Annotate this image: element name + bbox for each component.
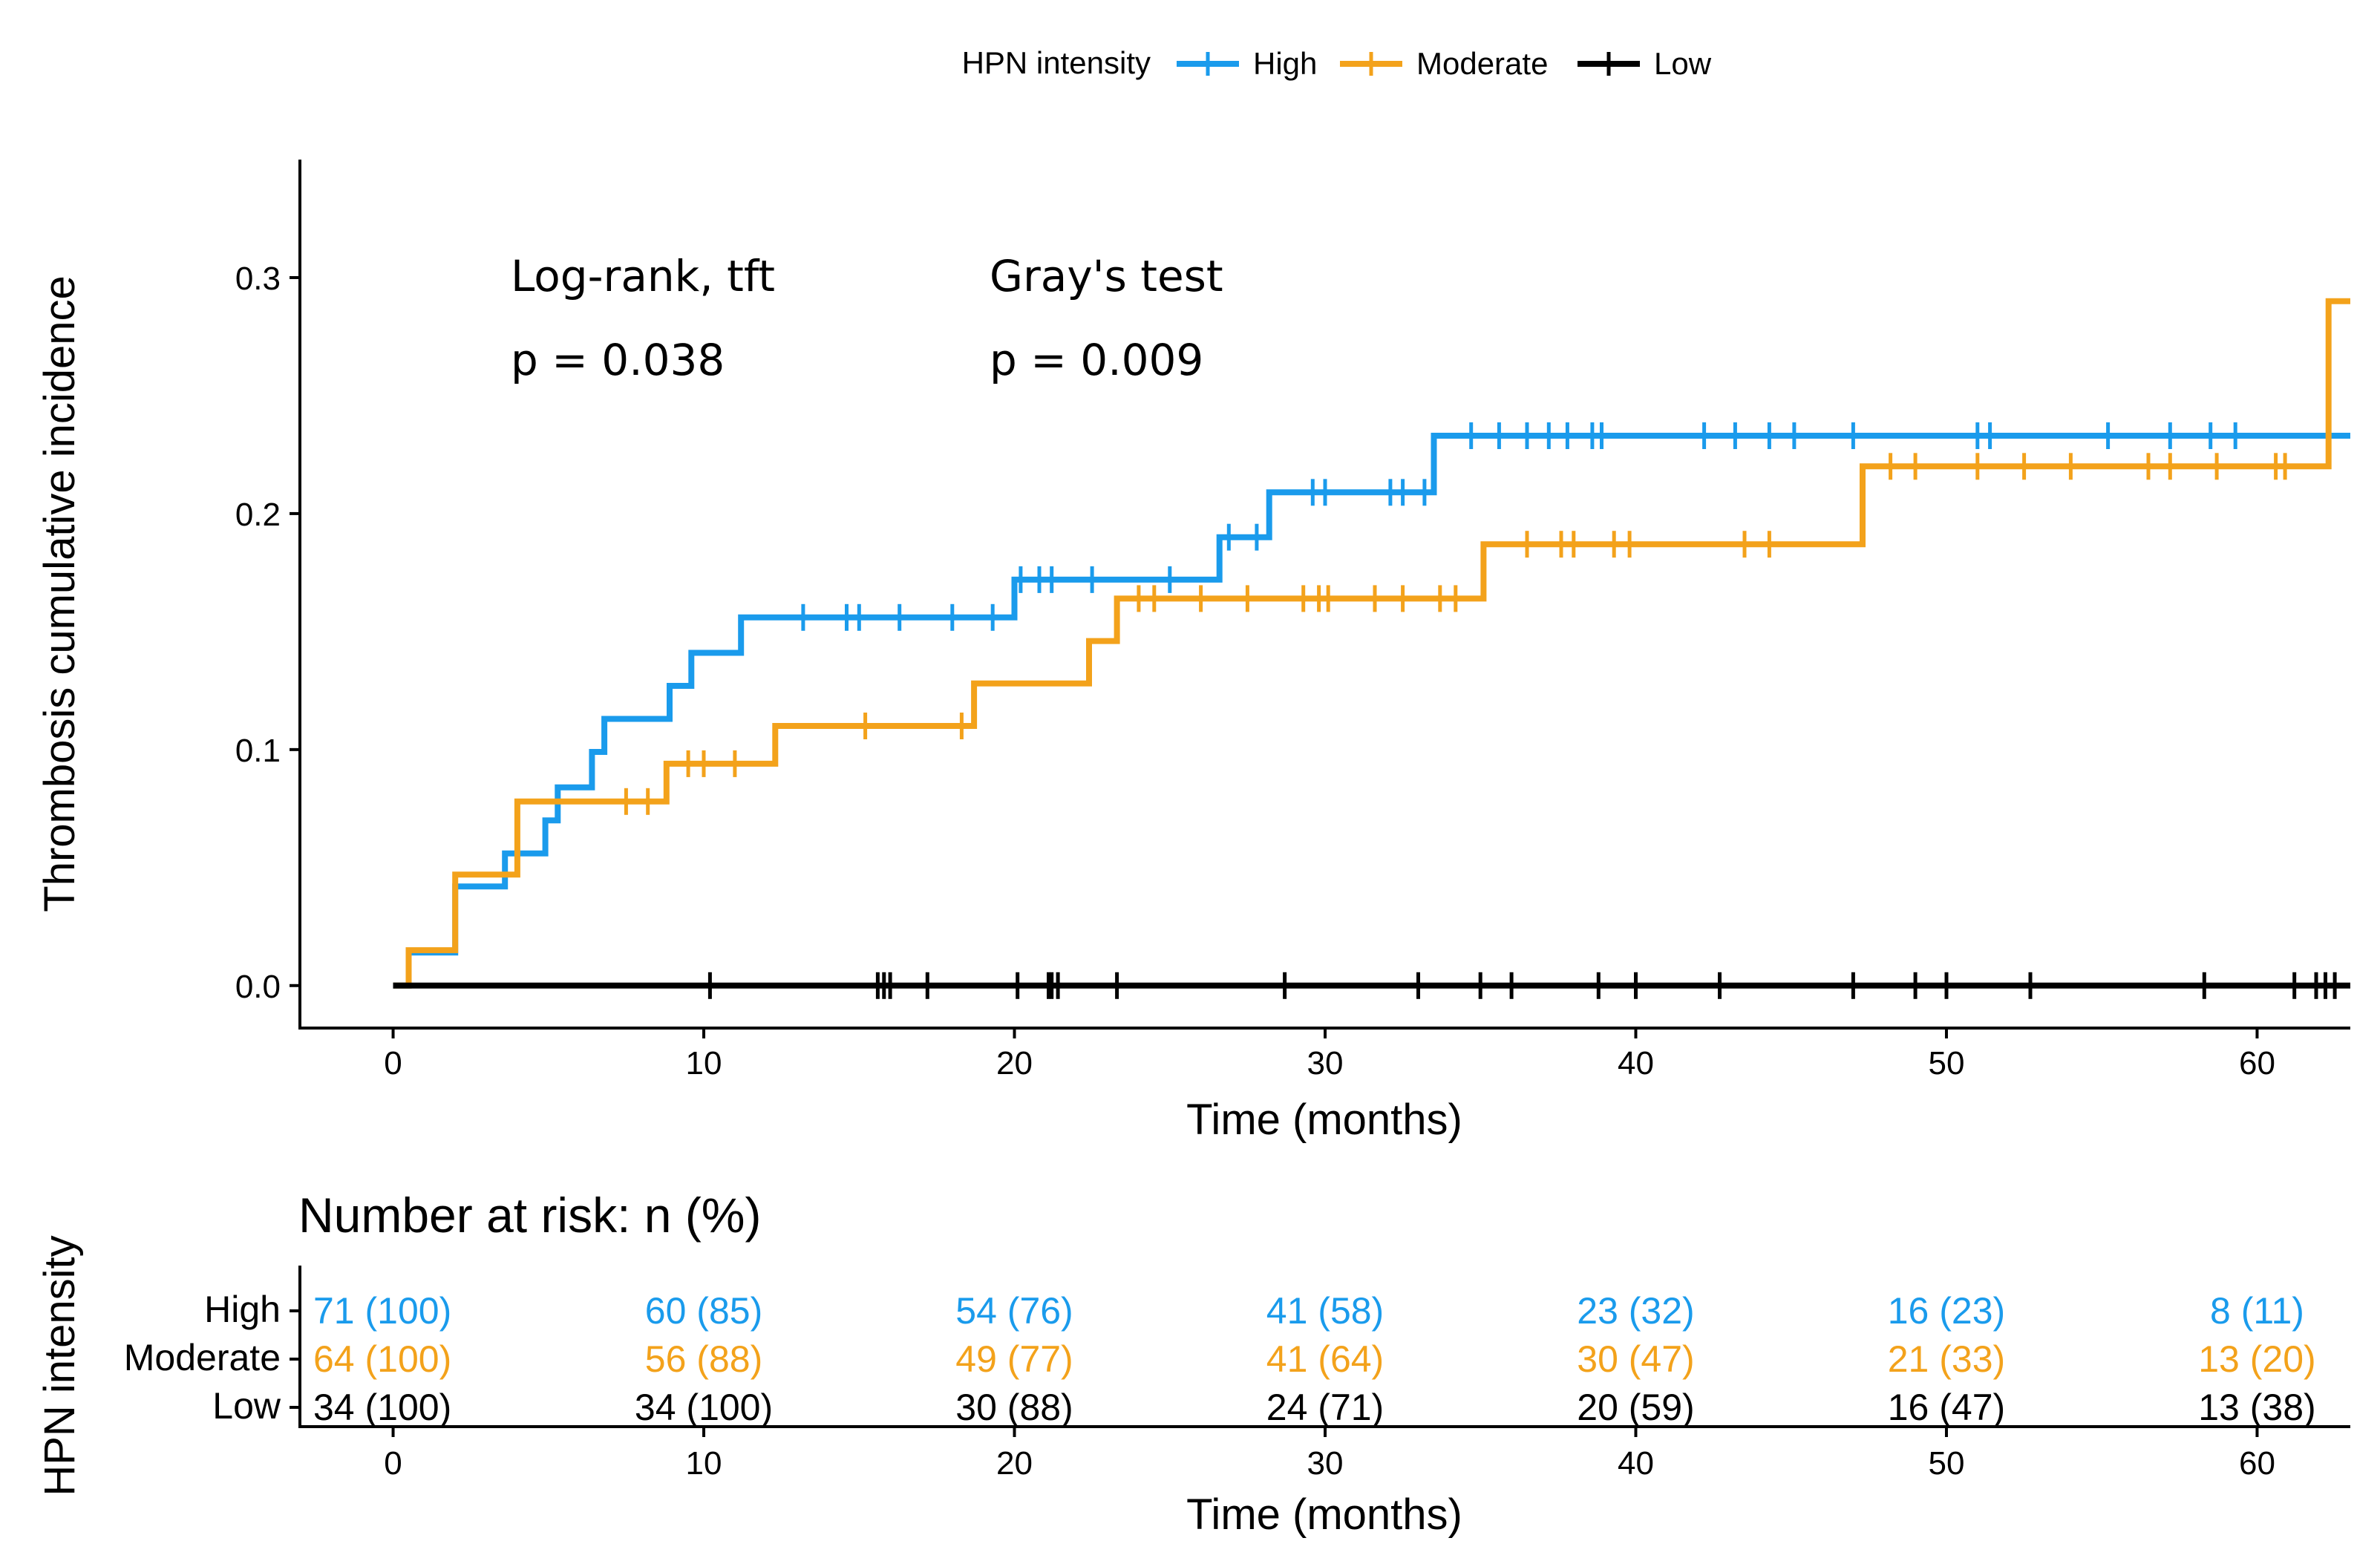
risk-cell-moderate: 41 (64) [1266,1338,1384,1380]
risk-cell-low: 13 (38) [2198,1387,2315,1428]
risk-x-tick-label: 0 [384,1445,402,1482]
series-moderate [393,298,2350,989]
y-axis-label: Thrombosis cumulative incidence [36,275,84,912]
y-tick-label: 0.1 [235,733,281,769]
logrank-label: Log-rank, tft [511,251,775,301]
risk-cell-high: 60 (85) [645,1290,762,1332]
risk-cell-low: 34 (100) [635,1387,773,1428]
series-line-high [393,433,2350,989]
legend-label-low: Low [1654,46,1712,81]
x-tick-label: 30 [1307,1045,1344,1081]
y-tick-label: 0.0 [235,969,281,1005]
risk-x-tick-label: 10 [686,1445,722,1482]
risk-cell-moderate: 56 (88) [645,1338,762,1380]
x-tick-label: 10 [686,1045,722,1081]
legend-label-high: High [1253,46,1317,81]
main-plot: 0.0 0.1 0.2 0.3 0 10 20 30 40 50 60 Thrombosis cu… [36,160,2350,1144]
x-tick-label: 0 [384,1045,402,1081]
risk-cell-low: 16 (47) [1888,1387,2005,1428]
risk-table: Number at risk: n (%) HPN intensity High… [36,1188,2350,1539]
x-tick-label: 40 [1618,1045,1654,1081]
risk-cell-moderate: 13 (20) [2198,1338,2315,1380]
risk-row-label-moderate: Moderate [124,1337,281,1378]
risk-cell-low: 30 (88) [955,1387,1073,1428]
x-axis-label: Time (months) [1186,1096,1462,1144]
risk-cell-low: 34 (100) [313,1387,451,1428]
risk-cell-high: 41 (58) [1266,1290,1384,1332]
x-tick-label: 20 [996,1045,1033,1081]
gray-test-label: Gray's test [990,251,1223,301]
risk-table-y-label: HPN intensity [36,1235,84,1496]
legend-title: HPN intensity [962,45,1151,80]
risk-row-label-low: Low [212,1385,281,1427]
risk-cell-low: 20 (59) [1577,1387,1694,1428]
risk-cell-moderate: 21 (33) [1888,1338,2005,1380]
risk-cell-high: 54 (76) [955,1290,1073,1332]
risk-cell-low: 24 (71) [1266,1387,1384,1428]
series-high [393,422,2350,989]
risk-cell-high: 71 (100) [313,1290,451,1332]
risk-x-tick-label: 50 [1928,1445,1964,1482]
risk-x-tick-label: 40 [1618,1445,1654,1482]
risk-cell-high: 8 (11) [2210,1290,2304,1332]
x-tick-label: 60 [2239,1045,2275,1081]
risk-x-tick-label: 30 [1307,1445,1344,1482]
y-tick-label: 0.3 [235,261,281,297]
risk-cell-moderate: 64 (100) [313,1338,451,1380]
risk-table-x-axis-label: Time (months) [1186,1490,1462,1539]
risk-row-label-high: High [204,1289,281,1330]
risk-x-tick-label: 60 [2239,1445,2275,1482]
legend: HPN intensity High Moderate Low [962,45,1712,81]
risk-cell-high: 16 (23) [1888,1290,2005,1332]
legend-label-moderate: Moderate [1416,46,1548,81]
risk-x-tick-label: 20 [996,1445,1033,1482]
series-low [393,972,2350,999]
risk-cell-high: 23 (32) [1577,1290,1694,1332]
risk-cell-moderate: 49 (77) [955,1338,1073,1380]
risk-cell-moderate: 30 (47) [1577,1338,1694,1380]
x-tick-label: 50 [1928,1045,1964,1081]
series-line-moderate [393,298,2350,989]
logrank-p-value: p = 0.038 [511,335,725,385]
y-tick-label: 0.2 [235,497,281,533]
risk-table-title: Number at risk: n (%) [298,1188,761,1243]
gray-test-p-value: p = 0.009 [990,335,1203,385]
